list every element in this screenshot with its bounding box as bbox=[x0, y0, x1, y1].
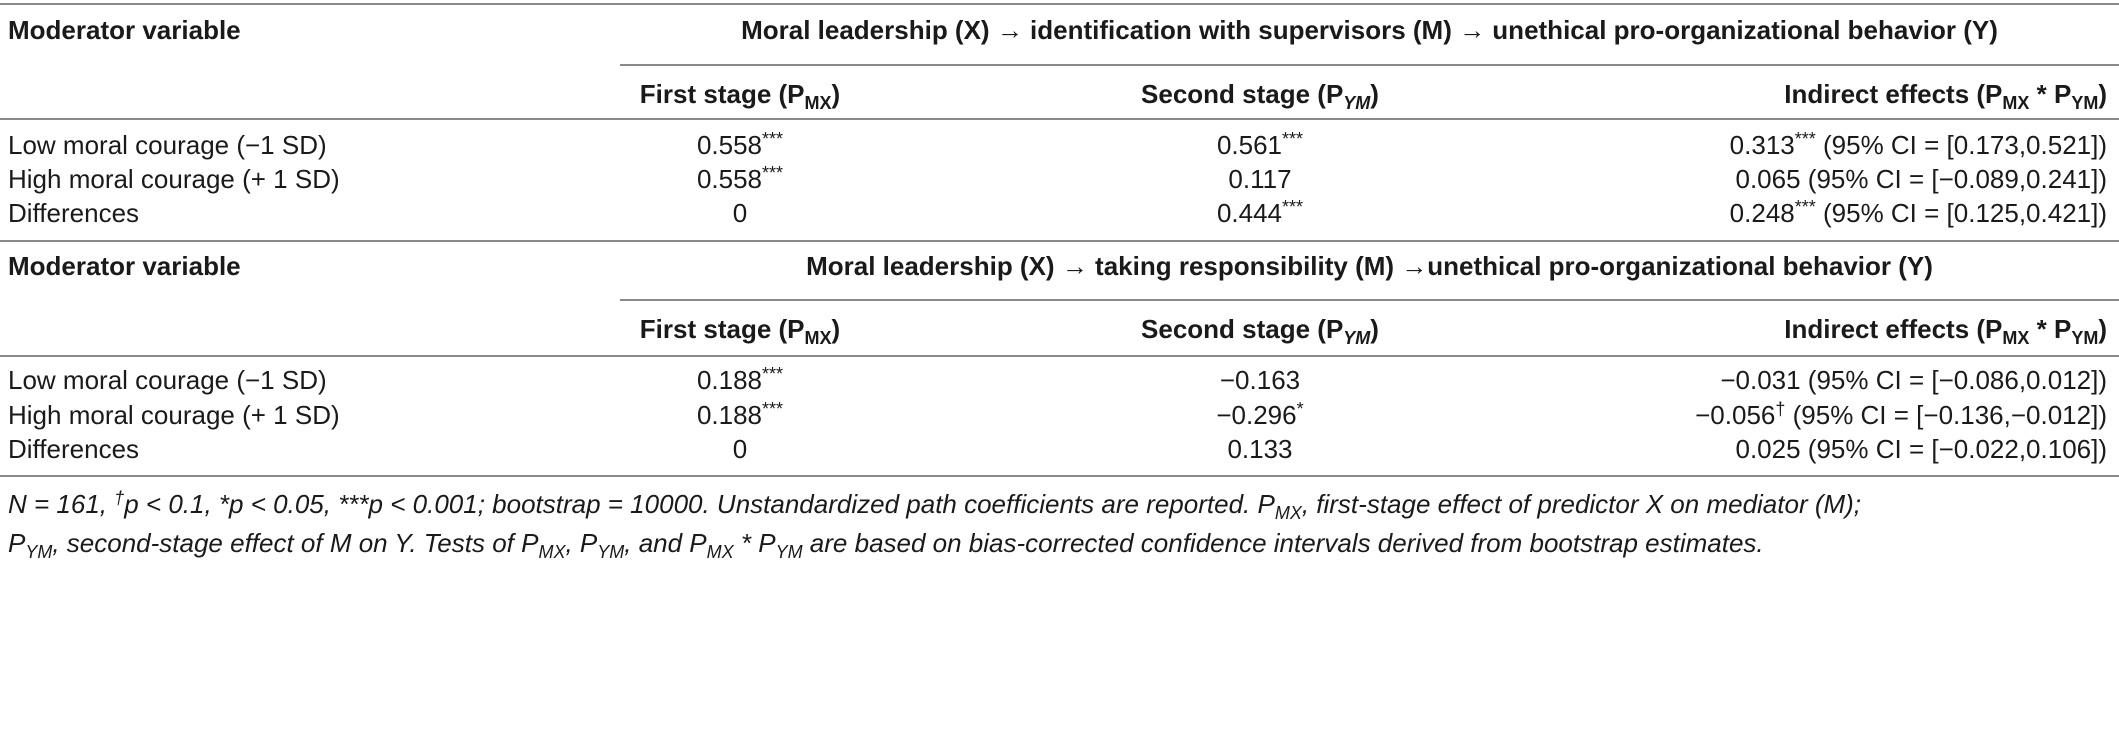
first-stage-value: 0.188*** bbox=[696, 399, 784, 430]
col-first-stage: First stage (PMX) bbox=[639, 314, 841, 348]
indirect-effect-value: −0.056† (95% CI = [−0.136,−0.012]) bbox=[1695, 399, 2107, 430]
second-stage-value: 0.133 bbox=[1227, 434, 1293, 464]
header-rule bbox=[0, 118, 2119, 120]
indirect-effect-value: 0.313*** (95% CI = [0.173,0.521]) bbox=[1729, 129, 2107, 160]
top-rule bbox=[0, 3, 2119, 5]
row-label: High moral courage (+ 1 SD) bbox=[8, 164, 340, 194]
moderator-header: Moderator variable bbox=[8, 15, 241, 45]
table-footnote-line-2: PYM, second-stage effect of M on Y. Test… bbox=[8, 528, 1764, 562]
table-footnote-line-1: N = 161, †p < 0.1, *p < 0.05, ***p < 0.0… bbox=[8, 488, 1862, 523]
first-stage-value: 0 bbox=[732, 434, 748, 464]
row-label: High moral courage (+ 1 SD) bbox=[8, 400, 340, 430]
row-label: Low moral courage (−1 SD) bbox=[8, 130, 327, 160]
second-stage-value: −0.296* bbox=[1216, 399, 1304, 430]
second-stage-value: −0.163 bbox=[1219, 365, 1301, 395]
second-stage-value: 0.561*** bbox=[1216, 129, 1304, 160]
indirect-effect-value: 0.065 (95% CI = [−0.089,0.241]) bbox=[1735, 164, 2108, 194]
col-first-stage: First stage (PMX) bbox=[639, 79, 841, 113]
indirect-effect-value: −0.031 (95% CI = [−0.086,0.012]) bbox=[1720, 365, 2107, 395]
first-stage-value: 0 bbox=[732, 198, 748, 228]
first-stage-value: 0.558*** bbox=[696, 129, 784, 160]
row-label: Differences bbox=[8, 198, 140, 228]
col-indirect-effects: Indirect effects (PMX * PYM) bbox=[1784, 79, 2107, 113]
bottom-rule bbox=[0, 475, 2119, 477]
second-stage-value: 0.117 bbox=[1228, 164, 1292, 194]
first-stage-value: 0.558*** bbox=[696, 163, 784, 194]
header-rule bbox=[0, 355, 2119, 357]
col-second-stage: Second stage (PYM) bbox=[1141, 79, 1379, 113]
row-label: Differences bbox=[8, 434, 140, 464]
second-stage-value: 0.444*** bbox=[1216, 197, 1304, 228]
moderator-header: Moderator variable bbox=[8, 251, 241, 281]
path-header: Moral leadership (X) → taking responsibi… bbox=[806, 251, 1933, 281]
indirect-effect-value: 0.025 (95% CI = [−0.022,0.106]) bbox=[1735, 434, 2108, 464]
first-stage-value: 0.188*** bbox=[696, 364, 784, 395]
path-header-rule bbox=[620, 299, 2119, 301]
path-header: Moral leadership (X) → identification wi… bbox=[741, 15, 1998, 45]
path-header-rule bbox=[620, 64, 2119, 66]
indirect-effect-value: 0.248*** (95% CI = [0.125,0.421]) bbox=[1729, 197, 2107, 228]
col-second-stage: Second stage (PYM) bbox=[1141, 314, 1379, 348]
col-indirect-effects: Indirect effects (PMX * PYM) bbox=[1784, 314, 2107, 348]
row-label: Low moral courage (−1 SD) bbox=[8, 365, 327, 395]
panel-divider-rule bbox=[0, 240, 2119, 242]
